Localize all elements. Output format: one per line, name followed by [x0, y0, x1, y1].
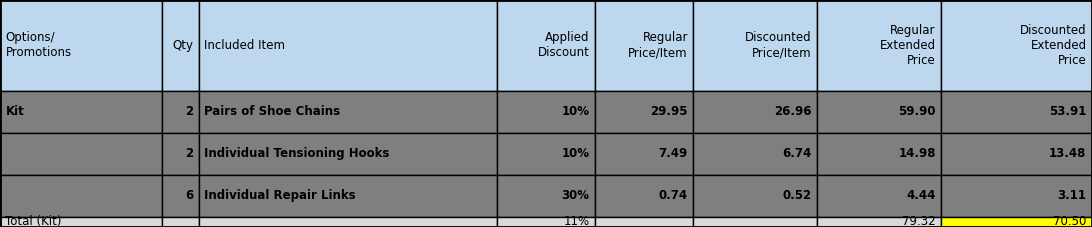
Text: 7.49: 7.49 — [658, 147, 688, 160]
Bar — [693, 91, 817, 133]
Text: Individual Repair Links: Individual Repair Links — [204, 189, 356, 202]
Bar — [0, 175, 162, 217]
Bar — [199, 0, 497, 91]
Text: 2: 2 — [186, 105, 193, 118]
Bar — [817, 133, 941, 175]
Bar — [693, 175, 817, 217]
Text: 53.91: 53.91 — [1049, 105, 1087, 118]
Bar — [817, 217, 941, 227]
Text: 2: 2 — [186, 147, 193, 160]
Text: 4.44: 4.44 — [906, 189, 936, 202]
Bar — [162, 217, 199, 227]
Text: Options/
Promotions: Options/ Promotions — [5, 31, 72, 59]
Bar — [0, 0, 162, 91]
Bar — [0, 133, 162, 175]
Text: 3.11: 3.11 — [1057, 189, 1087, 202]
Bar — [595, 91, 693, 133]
Bar — [162, 175, 199, 217]
Text: Included Item: Included Item — [204, 39, 285, 52]
Bar — [595, 175, 693, 217]
Text: Pairs of Shoe Chains: Pairs of Shoe Chains — [204, 105, 341, 118]
Text: 6.74: 6.74 — [782, 147, 811, 160]
Text: 6: 6 — [185, 189, 193, 202]
Text: 0.74: 0.74 — [658, 189, 688, 202]
Bar — [817, 175, 941, 217]
Text: 14.98: 14.98 — [899, 147, 936, 160]
Bar — [941, 175, 1092, 217]
Bar — [595, 133, 693, 175]
Text: 13.48: 13.48 — [1049, 147, 1087, 160]
Text: 10%: 10% — [561, 147, 590, 160]
Text: 10%: 10% — [561, 105, 590, 118]
Bar — [941, 91, 1092, 133]
Text: Discounted
Extended
Price: Discounted Extended Price — [1020, 24, 1087, 67]
Bar — [199, 91, 497, 133]
Text: 11%: 11% — [563, 215, 590, 227]
Bar — [0, 217, 162, 227]
Bar — [817, 91, 941, 133]
Text: Regular
Price/Item: Regular Price/Item — [628, 31, 688, 59]
Bar — [941, 0, 1092, 91]
Bar — [497, 217, 595, 227]
Text: Individual Tensioning Hooks: Individual Tensioning Hooks — [204, 147, 390, 160]
Bar — [497, 133, 595, 175]
Text: 59.90: 59.90 — [899, 105, 936, 118]
Bar — [162, 91, 199, 133]
Bar — [162, 133, 199, 175]
Bar — [162, 0, 199, 91]
Bar — [497, 91, 595, 133]
Bar — [693, 0, 817, 91]
Bar — [0, 91, 162, 133]
Text: Regular
Extended
Price: Regular Extended Price — [880, 24, 936, 67]
Text: Kit: Kit — [5, 105, 24, 118]
Text: 0.52: 0.52 — [782, 189, 811, 202]
Bar — [693, 217, 817, 227]
Bar — [199, 133, 497, 175]
Bar — [595, 217, 693, 227]
Bar — [199, 175, 497, 217]
Text: 26.96: 26.96 — [774, 105, 811, 118]
Bar — [199, 217, 497, 227]
Bar — [497, 0, 595, 91]
Text: 30%: 30% — [561, 189, 590, 202]
Text: Total (Kit): Total (Kit) — [5, 215, 62, 227]
Text: Qty: Qty — [173, 39, 193, 52]
Text: 70.50: 70.50 — [1053, 215, 1087, 227]
Bar — [497, 175, 595, 217]
Text: Applied
Discount: Applied Discount — [537, 31, 590, 59]
Bar — [817, 0, 941, 91]
Text: Discounted
Price/Item: Discounted Price/Item — [745, 31, 811, 59]
Text: 79.32: 79.32 — [902, 215, 936, 227]
Bar — [693, 133, 817, 175]
Bar — [595, 0, 693, 91]
Text: 29.95: 29.95 — [651, 105, 688, 118]
Bar — [941, 133, 1092, 175]
Bar — [941, 217, 1092, 227]
